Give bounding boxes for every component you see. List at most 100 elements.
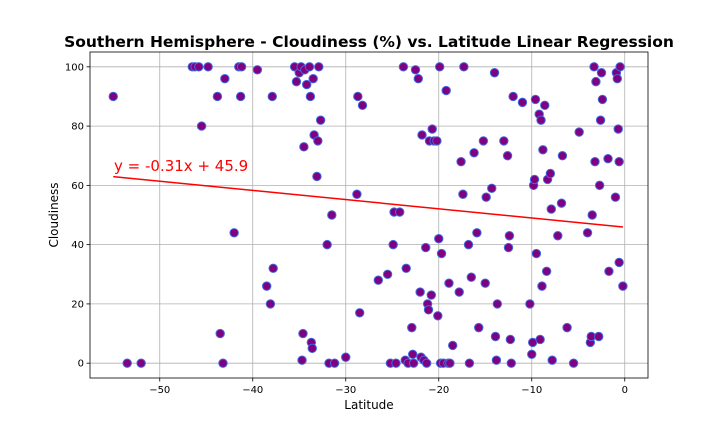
data-point: [459, 62, 469, 72]
data-point: [594, 180, 605, 191]
data-point: [527, 349, 537, 359]
data-point: [305, 91, 316, 102]
data-point: [327, 210, 337, 220]
data-point: [505, 334, 516, 345]
data-point: [218, 358, 228, 368]
data-point: [308, 73, 318, 84]
data-point: [463, 239, 474, 250]
x-axis-label: Latitude: [344, 398, 393, 412]
x-tick-label: −10: [521, 385, 542, 396]
data-point: [504, 231, 515, 241]
plot-frame: [89, 51, 649, 379]
data-point: [490, 331, 501, 342]
regression-layer: [113, 175, 623, 228]
data-point: [268, 263, 278, 274]
data-point: [436, 248, 447, 259]
data-point: [491, 355, 502, 365]
data-point: [313, 136, 323, 146]
data-point: [547, 355, 557, 365]
data-point: [394, 207, 405, 217]
data-points: [108, 62, 628, 368]
data-point: [597, 94, 608, 105]
data-point: [612, 73, 623, 84]
data-point: [427, 124, 437, 134]
data-point: [215, 328, 225, 339]
data-point: [401, 263, 411, 274]
data-point: [541, 266, 552, 277]
data-point: [194, 62, 204, 72]
data-point: [487, 183, 497, 194]
data-point: [587, 210, 597, 220]
y-tick-label: 80: [71, 122, 84, 133]
data-point: [291, 76, 302, 87]
chart-title: Southern Hemisphere - Cloudiness (%) vs.…: [64, 33, 674, 51]
data-point: [265, 299, 276, 309]
data-point: [212, 91, 223, 102]
data-point: [235, 91, 246, 102]
data-point: [398, 62, 409, 72]
data-point: [415, 287, 425, 297]
data-point: [568, 358, 579, 368]
data-point: [546, 204, 556, 214]
data-point: [448, 340, 458, 351]
data-point: [236, 62, 247, 72]
data-point: [464, 358, 475, 368]
data-point: [229, 228, 239, 238]
data-point: [373, 275, 383, 285]
data-point: [357, 100, 368, 111]
data-point: [408, 349, 418, 359]
data-point: [136, 358, 146, 368]
y-tick-label: 20: [71, 299, 84, 310]
data-point: [540, 100, 550, 111]
data-point: [492, 299, 503, 309]
data-point: [417, 130, 427, 140]
data-point: [595, 115, 606, 125]
data-point: [329, 358, 340, 368]
x-tick-label: −20: [428, 385, 449, 396]
data-point: [499, 136, 509, 146]
data-point: [454, 287, 464, 297]
data-point: [591, 76, 601, 87]
regression-line: [113, 175, 623, 228]
data-point: [590, 156, 600, 167]
data-point: [614, 156, 624, 167]
data-point: [203, 62, 213, 72]
data-point: [421, 358, 432, 368]
data-point: [312, 171, 322, 182]
data-point: [506, 358, 516, 368]
data-point: [618, 281, 628, 291]
data-point: [307, 343, 317, 354]
x-tick-label: −30: [335, 385, 356, 396]
data-point: [480, 278, 490, 288]
data-point: [408, 358, 419, 368]
data-point: [525, 299, 535, 309]
data-point: [196, 121, 207, 131]
grid-lines: [90, 52, 648, 378]
data-point: [481, 192, 491, 202]
data-point: [574, 127, 584, 137]
data-point: [489, 68, 500, 78]
x-tick-label: −50: [149, 385, 170, 396]
data-point: [596, 68, 607, 78]
data-point: [410, 65, 421, 75]
data-point: [434, 234, 444, 244]
data-point: [589, 62, 599, 72]
data-point: [267, 91, 277, 102]
data-point: [304, 62, 315, 72]
data-point: [108, 91, 118, 102]
data-point: [262, 281, 272, 291]
data-point: [297, 355, 307, 365]
data-point: [517, 97, 528, 108]
data-point: [445, 358, 455, 368]
y-axis-label: Cloudiness: [47, 182, 61, 247]
data-point: [478, 136, 489, 146]
data-point: [614, 257, 624, 268]
data-point: [502, 151, 513, 161]
data-point: [603, 153, 613, 164]
data-point: [322, 239, 332, 250]
data-point: [441, 85, 451, 96]
data-point: [421, 242, 431, 253]
data-point: [391, 358, 401, 368]
